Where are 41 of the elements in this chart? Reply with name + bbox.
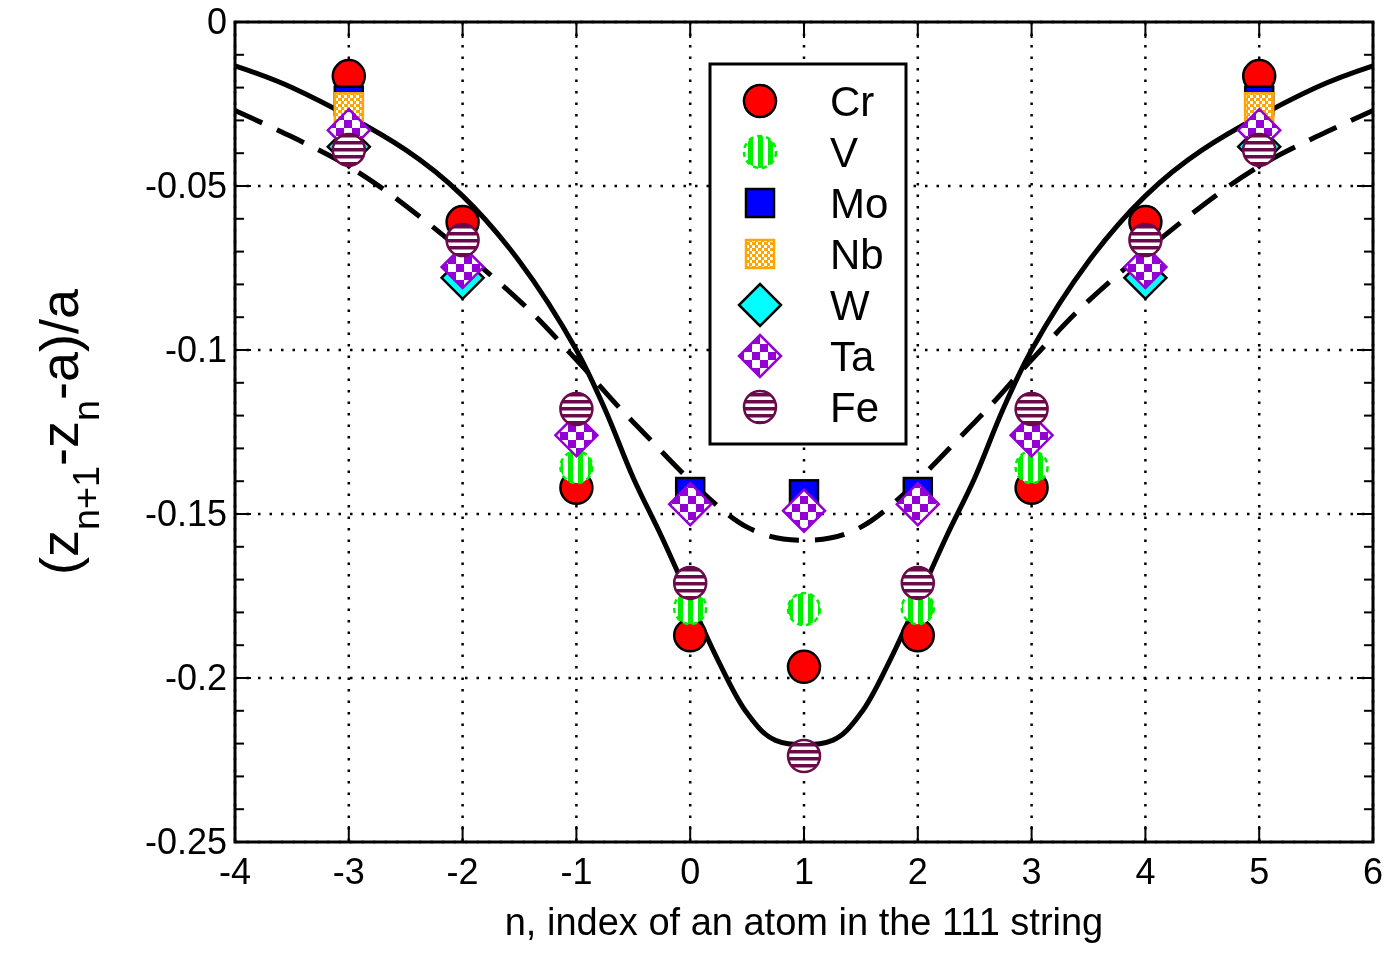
point xyxy=(1014,391,1049,427)
point xyxy=(900,565,936,601)
y-tick-label: -0.2 xyxy=(164,657,227,698)
point xyxy=(786,591,822,627)
point xyxy=(667,481,713,527)
x-tick-label: 4 xyxy=(1135,851,1156,892)
legend-label: Cr xyxy=(830,78,875,125)
point xyxy=(895,481,941,527)
x-tick-label: -1 xyxy=(560,851,593,892)
y-tick-label: -0.1 xyxy=(164,329,227,370)
x-tick-label: 2 xyxy=(907,851,928,892)
legend-label: V xyxy=(830,129,859,176)
x-tick-label: 6 xyxy=(1362,851,1384,892)
y-tick-label: -0.05 xyxy=(144,165,227,206)
legend-label: Mo xyxy=(830,180,889,227)
x-tick-label: 5 xyxy=(1249,851,1270,892)
point xyxy=(559,449,594,485)
y-tick-label: 0 xyxy=(206,1,227,42)
legend-label: Ta xyxy=(830,333,875,380)
point xyxy=(786,649,822,685)
legend-label: Nb xyxy=(830,231,884,278)
x-tick-label: 0 xyxy=(680,851,701,892)
x-tick-label: 1 xyxy=(793,851,815,892)
point xyxy=(559,391,594,427)
point xyxy=(672,565,708,601)
point xyxy=(445,222,480,258)
x-tick-label: 3 xyxy=(1021,851,1042,892)
point xyxy=(1128,222,1163,258)
point xyxy=(331,132,367,168)
legend-label: Fe xyxy=(830,384,880,431)
point xyxy=(786,738,822,774)
legend-label: W xyxy=(830,282,870,329)
y-tick-label: -0.15 xyxy=(144,493,227,534)
point xyxy=(1241,132,1277,168)
x-tick-label: -3 xyxy=(332,851,365,892)
point xyxy=(781,488,827,533)
point xyxy=(1014,449,1049,485)
point xyxy=(672,618,708,653)
point xyxy=(900,618,936,653)
x-axis-title: n, index of an atom in the 111 string xyxy=(504,901,1104,943)
x-tick-label: -2 xyxy=(446,851,479,892)
